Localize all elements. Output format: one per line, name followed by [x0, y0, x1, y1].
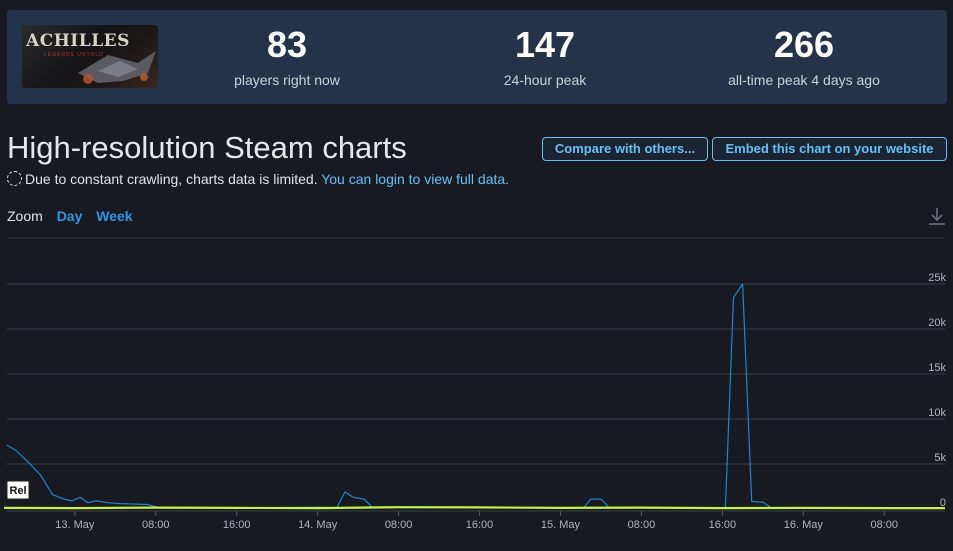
player-count-chart[interactable]: 0 5k 10k 15k 20k 25k 13. May 08:00 16:00 14. May 0…: [0, 230, 953, 551]
y-tick-label: 0: [940, 497, 946, 509]
series-line-2: [3, 506, 945, 510]
current-players-value: 83: [266, 24, 308, 65]
day-peak-value: 147: [514, 24, 576, 65]
y-tick-label: 20k: [928, 317, 946, 329]
stats-header: ACHILLES LEGENDS UNTOLD 83 players right…: [7, 10, 947, 104]
notice-text: Due to constant crawling, charts data is…: [25, 171, 318, 187]
x-tick-label: 13. May: [55, 519, 95, 531]
all-time-peak-label: all-time peak 4 days ago: [728, 72, 880, 88]
rel-badge: [6, 480, 30, 500]
series-line-1: [6, 283, 945, 509]
x-tick-label: 08:00: [628, 519, 656, 531]
x-tick-label: 16:00: [709, 519, 737, 531]
all-time-peak-value: 266: [773, 24, 835, 65]
zoom-label: Zoom: [7, 208, 43, 224]
embed-chart-button[interactable]: Embed this chart on your website: [712, 137, 947, 161]
x-tick-label: 16:00: [223, 519, 251, 531]
game-art-image: [78, 51, 156, 84]
y-tick-label: 15k: [928, 362, 946, 374]
current-players-label: players right now: [234, 72, 340, 88]
data-limited-notice: Due to constant crawling, charts data is…: [7, 171, 509, 187]
x-tick-label: 14. May: [298, 519, 338, 531]
x-tick-label: 08:00: [871, 519, 899, 531]
login-link[interactable]: You can login to view full data.: [321, 171, 510, 187]
current-players-stat: 83 players right now: [177, 24, 397, 88]
download-icon[interactable]: [927, 206, 947, 226]
zoom-controls: Zoom Day Week: [7, 208, 133, 224]
y-tick-label: 25k: [928, 272, 946, 284]
x-tick-label: 16. May: [784, 519, 824, 531]
x-tick-label: 16:00: [466, 519, 494, 531]
loading-circle-icon: [7, 171, 22, 186]
game-logo[interactable]: ACHILLES LEGENDS UNTOLD: [22, 25, 158, 88]
all-time-peak-stat: 266 all-time peak 4 days ago: [694, 24, 914, 88]
x-tick-label: 15. May: [541, 519, 581, 531]
zoom-day-button[interactable]: Day: [56, 208, 83, 224]
game-logo-title: ACHILLES: [26, 31, 130, 51]
page-title: High-resolution Steam charts: [7, 130, 407, 165]
x-tick-label: 08:00: [142, 519, 170, 531]
game-logo-subtitle: LEGENDS UNTOLD: [44, 52, 104, 58]
day-peak-label: 24-hour peak: [503, 72, 587, 88]
rel-badge-label: Rel: [9, 485, 26, 497]
x-tick-label: 08:00: [385, 519, 413, 531]
compare-button[interactable]: Compare with others...: [542, 137, 708, 161]
y-tick-label: 5k: [934, 452, 946, 464]
y-tick-label: 10k: [928, 407, 946, 419]
zoom-week-button[interactable]: Week: [96, 208, 133, 224]
day-peak-stat: 147 24-hour peak: [435, 24, 655, 88]
